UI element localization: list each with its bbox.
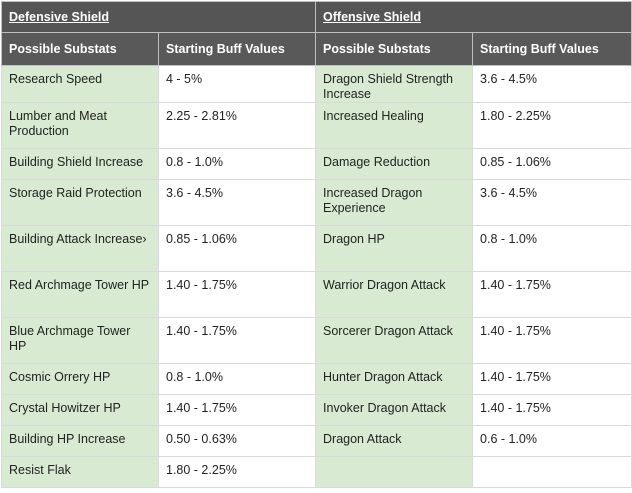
- table-row: Crystal Howitzer HP 1.40 - 1.75% Invoker…: [1, 394, 632, 426]
- defensive-substat-cell: Blue Archmage Tower HP: [1, 317, 159, 364]
- defensive-substat-cell: Red Archmage Tower HP: [1, 271, 159, 318]
- defensive-value-cell: 3.6 - 4.5%: [157, 179, 317, 226]
- offensive-substat-cell: Damage Reduction: [315, 148, 474, 180]
- offensive-substat-cell: Increased Dragon Experience: [315, 179, 474, 226]
- offensive-value-cell: 3.6 - 4.5%: [472, 179, 632, 226]
- defensive-value-cell: 4 - 5%: [157, 65, 317, 103]
- table-row: Storage Raid Protection 3.6 - 4.5% Incre…: [1, 179, 632, 226]
- table-row: Building Shield Increase 0.8 - 1.0% Dama…: [1, 148, 632, 180]
- offensive-value-cell: 0.6 - 1.0%: [472, 425, 632, 457]
- defensive-value-cell: 0.85 - 1.06%: [157, 225, 317, 272]
- offensive-substat-cell: Dragon Shield Strength Increase: [315, 65, 474, 103]
- defensive-shield-title: Defensive Shield: [0, 1, 317, 33]
- defensive-substat-cell: Research Speed: [1, 65, 159, 103]
- table-row: Blue Archmage Tower HP 1.40 - 1.75% Sorc…: [1, 317, 632, 364]
- table-row: Building HP Increase 0.50 - 0.63% Dragon…: [1, 425, 632, 457]
- table-row: Resist Flak 1.80 - 2.25%: [1, 456, 632, 488]
- table-row: Research Speed 4 - 5% Dragon Shield Stre…: [1, 65, 632, 103]
- defensive-value-cell: 1.40 - 1.75%: [157, 394, 317, 426]
- defensive-value-cell: 2.25 - 2.81%: [157, 102, 317, 149]
- defensive-value-cell: 1.40 - 1.75%: [157, 317, 317, 364]
- defensive-substat-cell: Crystal Howitzer HP: [1, 394, 159, 426]
- offensive-substat-cell: Hunter Dragon Attack: [315, 363, 474, 395]
- offensive-substat-cell: Warrior Dragon Attack: [315, 271, 474, 318]
- title-row: Defensive Shield Offensive Shield: [0, 1, 632, 33]
- offensive-substat-cell: Dragon Attack: [315, 425, 474, 457]
- defensive-value-cell: 0.8 - 1.0%: [157, 363, 317, 395]
- defensive-value-cell: 1.80 - 2.25%: [157, 456, 317, 488]
- column-header-row: Possible Substats Starting Buff Values P…: [1, 32, 632, 66]
- offensive-substat-cell: Sorcerer Dragon Attack: [315, 317, 474, 364]
- offensive-value-cell: 1.40 - 1.75%: [472, 363, 632, 395]
- table-row: Red Archmage Tower HP 1.40 - 1.75% Warri…: [1, 271, 632, 318]
- table-row: Building Attack Increase› 0.85 - 1.06% D…: [1, 225, 632, 272]
- offensive-value-cell: 0.8 - 1.0%: [472, 225, 632, 272]
- offensive-value-cell: [472, 456, 632, 488]
- defensive-value-cell: 1.40 - 1.75%: [157, 271, 317, 318]
- offensive-value-cell: 3.6 - 4.5%: [472, 65, 632, 103]
- offensive-shield-title: Offensive Shield: [315, 1, 632, 33]
- defensive-substat-cell: Storage Raid Protection: [1, 179, 159, 226]
- table-row: Cosmic Orrery HP 0.8 - 1.0% Hunter Drago…: [1, 363, 632, 395]
- defensive-substat-cell: Building Attack Increase›: [1, 225, 159, 272]
- defensive-value-cell: 0.8 - 1.0%: [157, 148, 317, 180]
- offensive-substat-cell: Invoker Dragon Attack: [315, 394, 474, 426]
- offensive-value-cell: 1.40 - 1.75%: [472, 271, 632, 318]
- offensive-value-cell: 0.85 - 1.06%: [472, 148, 632, 180]
- defensive-substat-cell: Resist Flak: [1, 456, 159, 488]
- offensive-value-cell: 1.40 - 1.75%: [472, 317, 632, 364]
- offensive-substat-header: Possible Substats: [315, 32, 474, 66]
- offensive-value-cell: 1.80 - 2.25%: [472, 102, 632, 149]
- defensive-substat-cell: Cosmic Orrery HP: [1, 363, 159, 395]
- defensive-values-header: Starting Buff Values: [157, 32, 317, 66]
- offensive-values-header: Starting Buff Values: [472, 32, 632, 66]
- offensive-substat-cell: Dragon HP: [315, 225, 474, 272]
- offensive-value-cell: 1.40 - 1.75%: [472, 394, 632, 426]
- offensive-substat-cell: Increased Healing: [315, 102, 474, 149]
- defensive-substat-cell: Building HP Increase: [1, 425, 159, 457]
- defensive-value-cell: 0.50 - 0.63%: [157, 425, 317, 457]
- defensive-substat-header: Possible Substats: [1, 32, 159, 66]
- offensive-substat-cell: [315, 456, 474, 488]
- defensive-substat-cell: Lumber and Meat Production: [1, 102, 159, 149]
- table-row: Lumber and Meat Production 2.25 - 2.81% …: [1, 102, 632, 149]
- defensive-substat-cell: Building Shield Increase: [1, 148, 159, 180]
